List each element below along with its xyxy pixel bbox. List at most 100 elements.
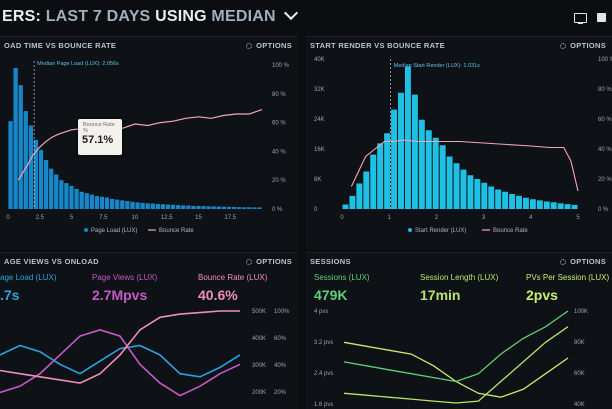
histogram-bar bbox=[221, 206, 227, 209]
histogram-bar bbox=[84, 193, 89, 209]
histogram-bar bbox=[140, 202, 145, 209]
histogram-bar bbox=[201, 206, 206, 209]
series-line bbox=[0, 328, 241, 397]
histogram-bar bbox=[411, 94, 418, 209]
histogram-bar bbox=[28, 125, 33, 209]
series-line bbox=[343, 326, 569, 404]
histogram-bar bbox=[349, 195, 356, 209]
y-right-tick-label: 80K bbox=[574, 340, 585, 346]
y-right-tick-label: 40 % bbox=[598, 147, 612, 153]
fullscreen-icon[interactable] bbox=[597, 13, 606, 22]
x-tick-label: 3 bbox=[482, 215, 486, 221]
histogram-bar bbox=[550, 202, 557, 209]
y-left-tick-label: 4 pvs bbox=[314, 309, 328, 315]
y-right-tick-label: 60 % bbox=[272, 121, 286, 127]
x-tick-label: 17.5 bbox=[224, 215, 236, 221]
histogram-bar bbox=[363, 171, 370, 209]
bounce-rate-line bbox=[350, 139, 579, 192]
gear-icon bbox=[560, 42, 567, 49]
metric-label-pageviews: Page Views (LUX) bbox=[92, 273, 158, 282]
histogram-bar bbox=[74, 188, 79, 209]
legend-bar-label: Page Load (LUX) bbox=[91, 228, 137, 234]
histogram-bar bbox=[226, 206, 232, 209]
options-button[interactable]: OPTIONS bbox=[560, 41, 606, 50]
histogram-bar bbox=[384, 133, 391, 209]
y-right2-tick-label: 100% bbox=[274, 309, 290, 315]
median-annotation: Median Page Load (LUX): 2.056s bbox=[37, 61, 119, 67]
y-right-tick-label: 200K bbox=[252, 390, 266, 396]
chevron-down-icon[interactable] bbox=[284, 5, 299, 21]
histogram-bar bbox=[181, 205, 186, 209]
legend-bar-swatch bbox=[408, 228, 412, 232]
histogram-bar bbox=[522, 197, 529, 209]
histogram-bar bbox=[13, 67, 18, 209]
histogram-bar bbox=[370, 154, 377, 209]
histogram-bar bbox=[165, 204, 171, 209]
metric-value-pageviews: 2.7Mpvs bbox=[92, 287, 148, 303]
metric-value-bounce: 40.6% bbox=[198, 287, 238, 303]
sessions-panel: SESSIONS OPTIONS Sessions (LUX) 479K Ses… bbox=[306, 252, 612, 409]
histogram-bar bbox=[33, 139, 39, 209]
x-tick-label: 0 bbox=[340, 215, 344, 221]
histogram-bar bbox=[502, 191, 509, 209]
dashboard-header: ERS: LAST 7 DAYS USING MEDIAN bbox=[0, 0, 612, 38]
y-right-tick-label: 20 % bbox=[272, 178, 286, 184]
histogram-bar bbox=[59, 180, 64, 209]
load-bounce-chart: Median Page Load (LUX): 2.056s 0 2.5 5 7.5 10… bbox=[6, 61, 290, 234]
histogram-bar bbox=[488, 186, 495, 209]
histogram-bar bbox=[135, 202, 140, 209]
histogram-bar bbox=[377, 143, 384, 209]
y-right-tick-label: 80 % bbox=[272, 92, 286, 98]
options-button[interactable]: OPTIONS bbox=[560, 257, 606, 266]
x-tick-label: 0 bbox=[6, 215, 10, 221]
histogram-bar bbox=[79, 191, 84, 209]
y-left-tick-label: 2.4 pvs bbox=[314, 371, 333, 377]
y-right-tick-label: 0 % bbox=[598, 207, 609, 213]
histogram-bar bbox=[145, 203, 150, 209]
histogram-bar bbox=[196, 205, 201, 209]
legend-bar-label: Start Render (LUX) bbox=[415, 228, 466, 234]
histogram-bar bbox=[529, 199, 536, 209]
x-tick-label: 1 bbox=[388, 215, 392, 221]
histogram-bar bbox=[252, 207, 257, 209]
y-right-tick-label: 500K bbox=[252, 309, 266, 315]
title-metric: MEDIAN bbox=[211, 8, 276, 25]
histogram-bar bbox=[191, 205, 196, 209]
legend-line-label: Bounce Rate bbox=[159, 228, 194, 234]
tv-mode-icon[interactable] bbox=[574, 13, 587, 24]
histogram-bar bbox=[564, 204, 571, 209]
metric-value-sessions: 479K bbox=[314, 287, 348, 303]
histogram-bar bbox=[130, 201, 135, 209]
y-right-tick-label: 40K bbox=[574, 402, 585, 408]
histogram-bar bbox=[155, 203, 160, 209]
tooltip-label: Bounce Rate bbox=[83, 122, 115, 128]
histogram-bar bbox=[247, 207, 252, 209]
histogram-bar bbox=[186, 205, 191, 209]
metric-value-session-length: 17min bbox=[420, 287, 461, 303]
histogram-bar bbox=[391, 109, 398, 209]
histogram-bar bbox=[216, 206, 221, 209]
x-tick-label: 5 bbox=[70, 215, 74, 221]
median-annotation: Median Start Render (LUX): 1.031s bbox=[394, 63, 480, 69]
options-button[interactable]: OPTIONS bbox=[246, 41, 292, 50]
series-line bbox=[0, 310, 240, 384]
y-right-tick-label: 40 % bbox=[272, 149, 286, 155]
y-left-tick-label: 1.6 pvs bbox=[314, 402, 333, 408]
histogram-bar bbox=[516, 195, 522, 209]
x-tick-label: 12.5 bbox=[161, 215, 173, 221]
gear-icon bbox=[246, 258, 253, 265]
y-right-tick-label: 0 % bbox=[272, 207, 283, 213]
sessions-chart: 4 pvs 3.2 pvs 2.4 pvs 1.6 pvs 100K 80K 60K 40K bbox=[314, 309, 588, 408]
histogram-bar bbox=[110, 198, 115, 209]
histogram-bar bbox=[104, 197, 110, 209]
y-left-tick-label: 40K bbox=[314, 57, 325, 63]
options-button[interactable]: OPTIONS bbox=[246, 257, 292, 266]
legend-bar-swatch bbox=[84, 228, 88, 232]
y-left-tick-label: 16K bbox=[314, 147, 325, 153]
dashboard-title[interactable]: ERS: LAST 7 DAYS USING MEDIAN bbox=[2, 5, 299, 26]
histogram-bar bbox=[38, 149, 44, 209]
histogram-bar bbox=[64, 183, 69, 209]
y-right-tick-label: 80 % bbox=[598, 87, 612, 93]
histogram-bar bbox=[125, 201, 130, 209]
histogram-bar bbox=[418, 119, 425, 209]
